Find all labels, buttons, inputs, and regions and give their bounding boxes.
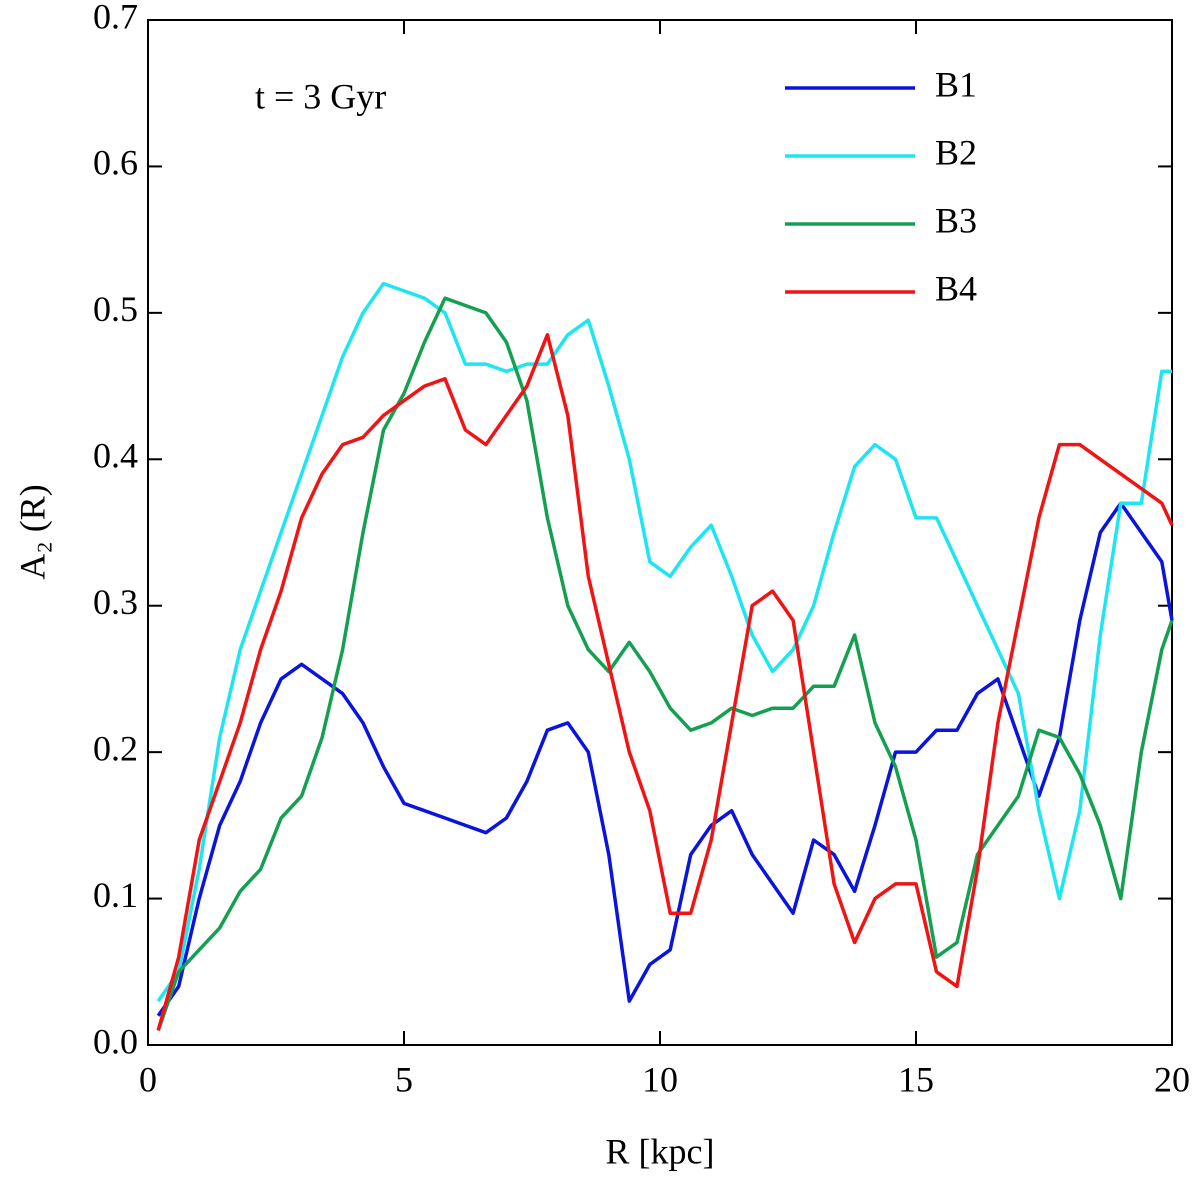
y-tick-label: 0.7 xyxy=(93,0,138,36)
y-tick-label: 0.4 xyxy=(93,436,138,476)
legend-label: B3 xyxy=(935,200,977,240)
legend-label: B2 xyxy=(935,132,977,172)
y-tick-label: 0.6 xyxy=(93,143,138,183)
y-axis-label: A₂ (R) xyxy=(12,484,52,580)
series-line xyxy=(156,281,1172,1003)
series-line xyxy=(156,296,1174,1031)
x-tick-label: 5 xyxy=(395,1059,413,1099)
y-tick-label: 0.3 xyxy=(93,582,138,622)
series-line xyxy=(156,333,1174,1031)
x-axis-label: R [kpc] xyxy=(606,1131,715,1171)
legend-label: B4 xyxy=(935,268,977,308)
x-tick-label: 0 xyxy=(139,1059,157,1099)
y-tick-label: 0.1 xyxy=(93,875,138,915)
plot-frame xyxy=(147,19,1173,1046)
y-tick-label: 0.2 xyxy=(93,728,138,768)
annotation: t = 3 Gyr xyxy=(255,76,386,116)
legend-label: B1 xyxy=(935,64,977,104)
series-line xyxy=(156,501,1174,1017)
x-tick-label: 20 xyxy=(1154,1059,1190,1099)
x-tick-label: 10 xyxy=(642,1059,678,1099)
y-tick-label: 0.5 xyxy=(93,289,138,329)
y-tick-label: 0.0 xyxy=(93,1021,138,1061)
x-tick-label: 15 xyxy=(898,1059,934,1099)
